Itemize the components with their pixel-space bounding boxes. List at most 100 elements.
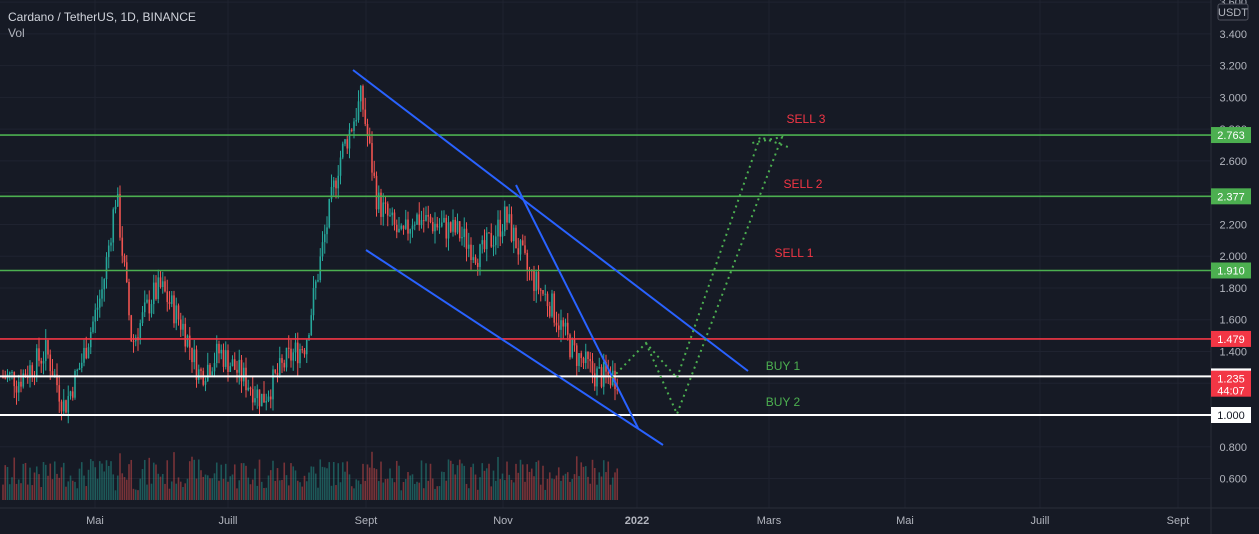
candle-body — [483, 240, 486, 250]
candle-body — [123, 255, 126, 263]
candle-body — [71, 391, 74, 398]
candle-body — [346, 139, 349, 149]
candle-body — [380, 192, 382, 217]
projection-line[interactable] — [645, 135, 784, 417]
annotations[interactable]: SELL 3 SELL 2 SELL 1 BUY 1 BUY 2 — [766, 112, 826, 409]
candle-body — [42, 361, 45, 364]
trendline[interactable] — [352, 69, 749, 372]
sell-annotation[interactable]: SELL 2 — [784, 177, 823, 191]
candle-body — [312, 288, 315, 316]
volume-bar — [202, 476, 205, 500]
trendline[interactable] — [365, 249, 664, 446]
volume-bar — [42, 462, 45, 500]
candle-body — [24, 373, 27, 377]
volume-bar — [206, 475, 209, 500]
volume-bar — [292, 466, 295, 500]
candle-body — [463, 228, 466, 237]
sell-annotation[interactable]: SELL 3 — [787, 112, 826, 126]
volume-bar — [17, 479, 20, 500]
candle-body — [150, 304, 153, 314]
current-price-box — [1211, 370, 1251, 397]
candle-body — [348, 129, 351, 149]
trendline-drawings[interactable] — [352, 69, 749, 446]
volume-bar — [236, 488, 238, 500]
volume-bar — [445, 480, 448, 500]
volume-bar — [173, 452, 175, 500]
candle-body — [269, 396, 272, 400]
volume-bar — [371, 451, 373, 500]
candle-body — [101, 289, 103, 299]
volume-bar — [539, 484, 542, 500]
projection-path[interactable] — [611, 135, 789, 417]
volume-bar — [436, 486, 439, 500]
volume-bar — [6, 466, 9, 500]
volume-bar — [596, 484, 598, 500]
candle-body — [15, 386, 18, 393]
candle-body — [272, 369, 274, 400]
volume-bar — [240, 463, 243, 500]
buy-annotation[interactable]: BUY 1 — [766, 359, 801, 373]
candle-body — [384, 202, 387, 204]
volume-bar — [87, 469, 90, 500]
volume-bar — [31, 485, 34, 500]
volume-bar — [605, 472, 607, 500]
sell-annotation[interactable]: SELL 1 — [775, 246, 814, 260]
volume-bar — [276, 468, 279, 500]
volume-bar — [542, 465, 544, 500]
volume-bar — [312, 466, 315, 500]
candle-body — [51, 371, 54, 377]
time-tick-label: Juill — [219, 515, 238, 527]
buy-annotation[interactable]: BUY 2 — [766, 395, 801, 409]
volume-bar — [328, 462, 331, 500]
price-tick-label: 1.600 — [1219, 315, 1247, 327]
candle-body — [292, 352, 295, 361]
candle-body — [589, 358, 592, 362]
candle-body — [281, 358, 283, 363]
projection-line[interactable] — [611, 135, 789, 380]
price-unit-badge[interactable]: USDT — [1217, 3, 1249, 21]
volume-bar — [78, 468, 81, 500]
level-price-badge — [1211, 188, 1251, 205]
candle-body — [434, 223, 436, 232]
candle-body — [418, 214, 421, 226]
volume-bar — [283, 462, 286, 500]
volume-bar — [296, 480, 299, 500]
candle-body — [287, 347, 290, 349]
volume-bar — [139, 478, 142, 500]
time-axis[interactable]: Mai Juill Sept Nov 2022 Mars Mai Juill Sept — [0, 507, 1259, 527]
price-tick-label: 3.200 — [1219, 61, 1247, 73]
candle-body — [371, 143, 373, 173]
volume-bar — [404, 478, 407, 500]
candle-body — [564, 322, 567, 327]
trendline[interactable] — [515, 184, 639, 429]
volume-bar — [591, 459, 594, 500]
volume-bar — [611, 477, 614, 500]
candle-body — [76, 369, 79, 371]
volume-bar — [107, 465, 110, 500]
level-price-badge — [1211, 127, 1251, 144]
price-unit-label: USDT — [1218, 7, 1248, 19]
candle-body — [319, 256, 322, 281]
candle-body — [593, 373, 596, 387]
candle-body — [398, 228, 400, 233]
volume-bar — [242, 463, 245, 500]
candle-body — [258, 389, 261, 407]
volume-bar — [98, 461, 101, 500]
volume-bar — [2, 484, 4, 500]
volume-bar — [215, 462, 218, 500]
volume-bar — [224, 463, 227, 500]
volume-bar — [398, 465, 400, 500]
candle-body — [67, 396, 70, 413]
candle-body — [204, 380, 207, 385]
candle-body — [110, 242, 112, 246]
candle-body — [490, 232, 493, 247]
volume-bar — [141, 469, 144, 500]
volume-bar — [544, 489, 547, 500]
volume-bar — [159, 476, 162, 500]
volume-bar — [607, 461, 610, 500]
volume-bar — [346, 461, 349, 500]
